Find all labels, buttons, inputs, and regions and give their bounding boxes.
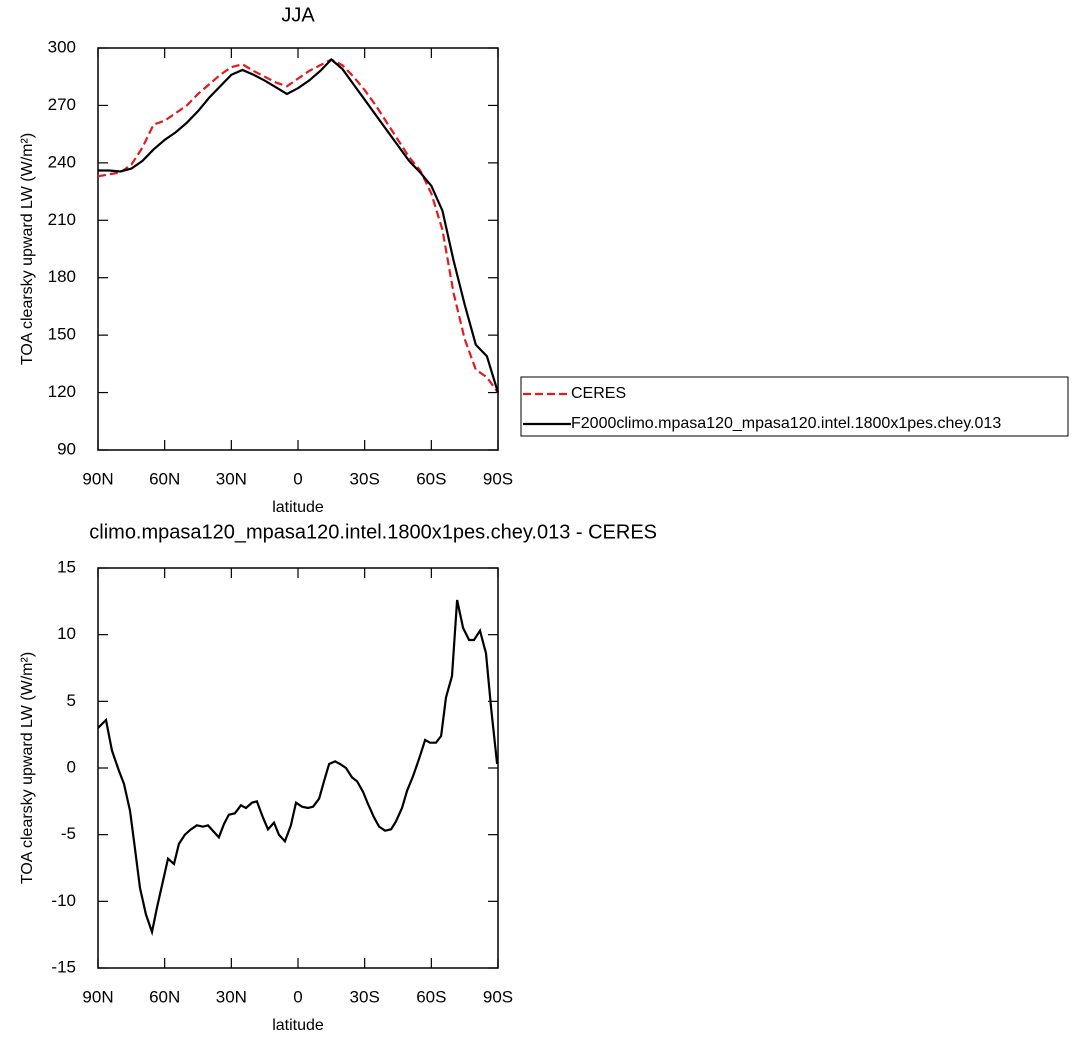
y-axis-label: TOA clearsky upward LW (W/m²) bbox=[19, 652, 36, 884]
y-tick-label: 240 bbox=[48, 152, 76, 171]
x-tick-label: 30S bbox=[350, 469, 380, 488]
legend-frame bbox=[520, 376, 1069, 437]
data-line bbox=[97, 599, 499, 937]
x-tick-label: 90N bbox=[82, 469, 113, 488]
x-tick-label: 90S bbox=[483, 987, 513, 1006]
y-tick-label: -15 bbox=[51, 957, 76, 976]
x-tick-label: 90N bbox=[82, 987, 113, 1006]
y-tick-label: -5 bbox=[61, 824, 76, 843]
y-tick-label: 15 bbox=[57, 557, 76, 576]
y-tick-label: 300 bbox=[48, 37, 76, 56]
chart-title: climo.mpasa120_mpasa120.intel.1800x1pes.… bbox=[89, 521, 657, 543]
y-tick-label: 5 bbox=[67, 691, 76, 710]
y-axis-label: TOA clearsky upward LW (W/m²) bbox=[19, 133, 36, 365]
x-tick-label: 0 bbox=[293, 987, 302, 1006]
x-tick-label: 90S bbox=[483, 469, 513, 488]
x-tick-label: 60N bbox=[149, 469, 180, 488]
x-tick-label: 0 bbox=[293, 469, 302, 488]
y-tick-label: 210 bbox=[48, 210, 76, 229]
y-tick-label: 150 bbox=[48, 325, 76, 344]
y-tick-label: 180 bbox=[48, 267, 76, 286]
x-axis-label: latitude bbox=[272, 499, 324, 516]
plot-frame bbox=[97, 47, 499, 451]
x-tick-label: 60S bbox=[416, 987, 446, 1006]
y-tick-label: 90 bbox=[57, 439, 76, 458]
data-line bbox=[97, 58, 499, 394]
x-tick-label: 60N bbox=[149, 987, 180, 1006]
legend-label: F2000climo.mpasa120_mpasa120.intel.1800x… bbox=[571, 415, 1001, 432]
x-axis-label: latitude bbox=[272, 1017, 324, 1034]
y-tick-label: 270 bbox=[48, 95, 76, 114]
y-tick-label: -10 bbox=[51, 891, 76, 910]
y-tick-label: 10 bbox=[57, 624, 76, 643]
y-tick-label: 120 bbox=[48, 382, 76, 401]
x-tick-label: 60S bbox=[416, 469, 446, 488]
x-tick-label: 30N bbox=[216, 987, 247, 1006]
x-tick-label: 30S bbox=[350, 987, 380, 1006]
chart-title: JJA bbox=[281, 4, 315, 26]
data-line bbox=[98, 57, 500, 393]
legend-label: CERES bbox=[571, 385, 626, 402]
x-tick-label: 30N bbox=[216, 469, 247, 488]
y-tick-label: 0 bbox=[67, 757, 76, 776]
